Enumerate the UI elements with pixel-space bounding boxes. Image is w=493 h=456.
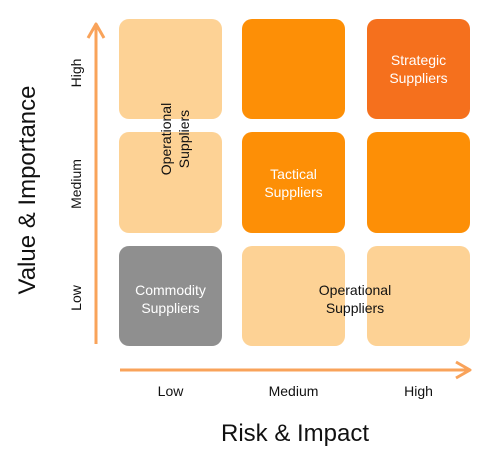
y-axis-arrow xyxy=(86,22,106,344)
cell-medium-low xyxy=(119,132,222,233)
y-axis-title: Value & Importance xyxy=(14,85,41,295)
x-tick-medium: Medium xyxy=(268,383,319,399)
cell-high-low xyxy=(119,19,222,119)
cell-low-medium xyxy=(242,246,345,346)
x-axis-arrow xyxy=(120,360,472,380)
cell-low-high xyxy=(367,246,470,346)
x-axis-title: Risk & Impact xyxy=(220,420,370,447)
x-tick-low: Low xyxy=(157,383,184,399)
cell-strategic-suppliers xyxy=(367,19,470,119)
y-tick-medium: Medium xyxy=(68,159,84,209)
commodity-suppliers-label: Commodity Suppliers xyxy=(135,282,206,316)
operational-suppliers-label-rotated: Operational Suppliers xyxy=(158,102,192,176)
y-tick-low: Low xyxy=(68,285,84,311)
y-tick-high: High xyxy=(68,58,84,88)
x-tick-high: High xyxy=(404,383,433,399)
cell-tactical-suppliers xyxy=(242,132,345,233)
cell-high-medium xyxy=(242,19,345,119)
cell-commodity-suppliers xyxy=(119,246,222,346)
cell-medium-high xyxy=(367,132,470,233)
strategic-suppliers-label: Strategic Suppliers xyxy=(389,52,448,86)
tactical-suppliers-label: Tactical Suppliers xyxy=(264,166,323,200)
operational-suppliers-label-bottom: Operational Suppliers xyxy=(318,282,392,316)
